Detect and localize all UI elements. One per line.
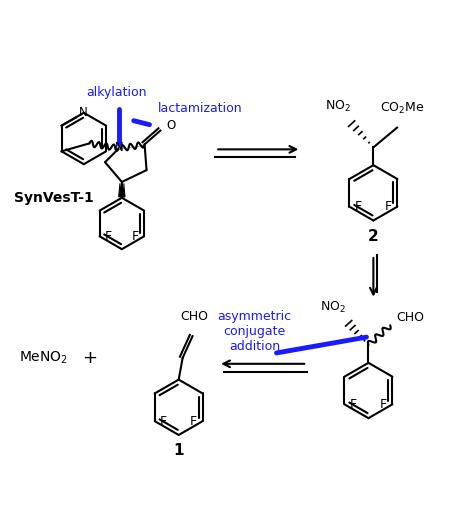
Text: N: N [79,106,87,119]
Text: SynVesT-1: SynVesT-1 [14,191,94,205]
Text: F: F [132,230,139,243]
Text: F: F [385,200,392,213]
Text: lactamization: lactamization [157,102,242,115]
Text: alkylation: alkylation [87,86,147,99]
Text: F: F [355,200,362,213]
Text: NO$_2$: NO$_2$ [320,300,346,315]
Text: N: N [115,141,123,154]
Polygon shape [119,182,125,197]
Text: MeNO$_2$: MeNO$_2$ [18,350,68,366]
Text: CHO: CHO [181,310,209,323]
Text: NO$_2$: NO$_2$ [325,99,351,114]
Text: 2: 2 [368,229,379,244]
Text: O: O [166,119,175,132]
Text: CO$_2$Me: CO$_2$Me [380,101,424,116]
Text: F: F [190,415,197,427]
Text: +: + [82,349,97,367]
Text: asymmetric
conjugate
addition: asymmetric conjugate addition [218,310,292,353]
Text: 1: 1 [173,443,184,458]
Text: F: F [105,230,112,243]
Text: F: F [380,398,387,411]
Text: F: F [160,415,167,427]
Text: F: F [350,398,357,411]
Text: CHO: CHO [396,311,424,324]
